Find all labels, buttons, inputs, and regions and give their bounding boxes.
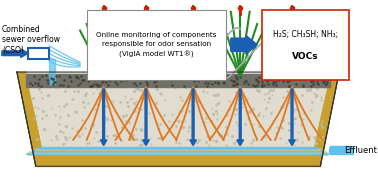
FancyArrow shape: [190, 89, 197, 146]
Text: Effluent: Effluent: [344, 146, 377, 155]
Polygon shape: [49, 59, 55, 84]
Polygon shape: [36, 155, 320, 166]
Bar: [87, 10, 226, 80]
Text: Online monitoring of components
responsible for odor sensation
(VigIA model WT1®: Online monitoring of components responsi…: [96, 32, 217, 57]
Polygon shape: [26, 74, 330, 147]
Text: VOCs: VOCs: [292, 52, 319, 61]
Polygon shape: [29, 152, 327, 153]
Polygon shape: [32, 150, 324, 152]
Polygon shape: [17, 72, 45, 166]
Polygon shape: [330, 146, 353, 154]
Polygon shape: [26, 153, 330, 155]
FancyArrow shape: [100, 89, 107, 146]
FancyArrow shape: [143, 89, 149, 146]
FancyArrow shape: [231, 35, 257, 54]
Polygon shape: [35, 149, 321, 150]
Text: Combined
sewer overflow
(CSO): Combined sewer overflow (CSO): [2, 25, 60, 55]
Polygon shape: [26, 74, 330, 87]
Polygon shape: [311, 72, 339, 166]
Bar: [28, 48, 49, 59]
Text: H₂S; CH₃SH; NH₃;: H₂S; CH₃SH; NH₃;: [273, 30, 338, 39]
Bar: [262, 10, 349, 80]
FancyArrow shape: [289, 89, 295, 146]
FancyArrow shape: [330, 146, 347, 154]
FancyArrow shape: [2, 49, 28, 57]
FancyArrow shape: [237, 89, 243, 146]
Polygon shape: [38, 147, 318, 149]
